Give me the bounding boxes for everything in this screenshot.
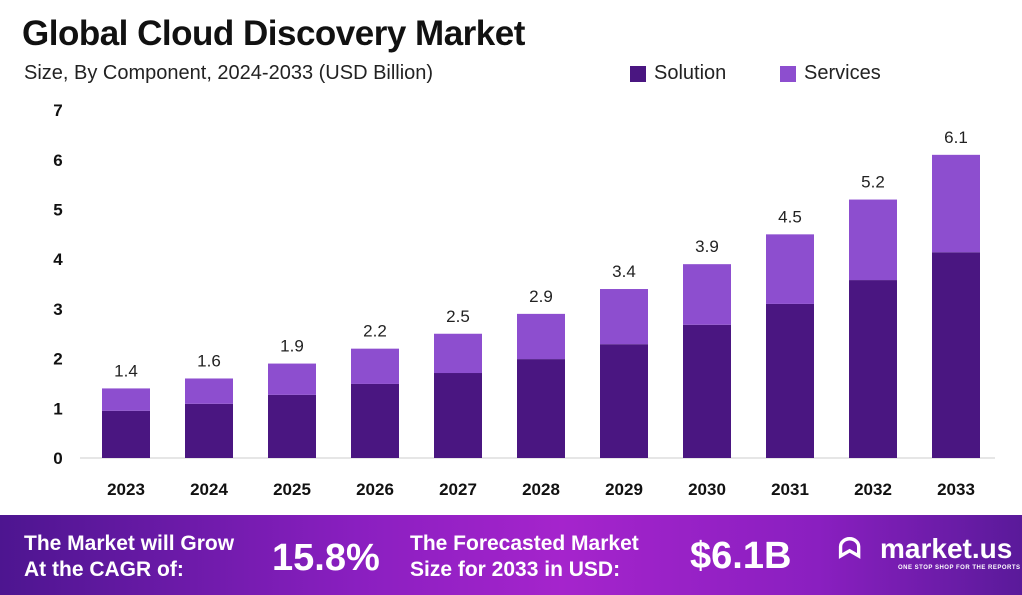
- total-label: 2.5: [446, 307, 470, 326]
- bar-services-2026: [351, 348, 399, 384]
- total-label: 4.5: [778, 207, 802, 226]
- forecast-label-1: The Forecasted Market: [410, 532, 639, 555]
- logo-tagline: ONE STOP SHOP FOR THE REPORTS: [898, 565, 1021, 571]
- total-label: 3.9: [695, 237, 719, 256]
- bar-services-2032: [849, 199, 897, 281]
- chart-title: Global Cloud Discovery Market: [22, 14, 525, 53]
- cagr-value: 15.8%: [272, 537, 380, 579]
- y-tick-label: 6: [53, 151, 62, 170]
- y-tick-label: 7: [53, 101, 62, 120]
- x-tick-label: 2029: [605, 480, 643, 499]
- y-tick-label: 5: [53, 201, 62, 220]
- bar-solution-2032: [849, 280, 897, 458]
- legend-solution: Solution: [630, 62, 726, 85]
- bar-solution-2027: [434, 373, 482, 458]
- total-label: 1.6: [197, 351, 221, 370]
- x-tick-label: 2031: [771, 480, 809, 499]
- y-tick-label: 1: [53, 399, 62, 418]
- bar-services-2028: [517, 313, 565, 360]
- x-tick-label: 2023: [107, 480, 145, 499]
- bar-services-2030: [683, 264, 731, 325]
- legend-services: Services: [780, 62, 881, 85]
- bar-services-2031: [766, 234, 814, 304]
- bar-services-2033: [932, 154, 980, 253]
- chart-subtitle: Size, By Component, 2024-2033 (USD Billi…: [24, 62, 434, 84]
- bar-solution-2033: [932, 252, 980, 458]
- chart-area: 0 1 2 3 4 5 6 7 1.4 2023 1.6 2024 1.9 2025 2.2 2026 2.5 2…: [53, 101, 995, 499]
- forecast-label-2: Size for 2033 in USD:: [410, 558, 621, 581]
- total-label: 5.2: [861, 173, 885, 192]
- x-tick-label: 2027: [439, 480, 477, 499]
- legend-label: Solution: [654, 62, 727, 84]
- bar-solution-2029: [600, 344, 648, 458]
- x-tick-label: 2025: [273, 480, 311, 499]
- y-tick-label: 0: [53, 449, 62, 468]
- logo-icon: ᗣ: [838, 533, 862, 564]
- total-label: 1.9: [280, 337, 304, 356]
- forecast-value: $6.1B: [690, 535, 792, 577]
- bar-solution-2025: [268, 394, 316, 458]
- bar-services-2025: [268, 363, 316, 395]
- y-tick-label: 4: [53, 250, 63, 269]
- bar-solution-2026: [351, 383, 399, 458]
- bar-services-2029: [600, 289, 648, 345]
- bar-solution-2023: [102, 410, 150, 458]
- x-tick-label: 2032: [854, 480, 892, 499]
- legend-label: Services: [804, 62, 881, 84]
- total-label: 1.4: [114, 361, 138, 380]
- total-label: 3.4: [612, 262, 636, 281]
- bar-solution-2031: [766, 303, 814, 458]
- x-tick-label: 2033: [937, 480, 975, 499]
- total-label: 6.1: [944, 128, 968, 147]
- cagr-label-2: At the CAGR of:: [24, 558, 184, 581]
- bar-solution-2030: [683, 324, 731, 458]
- total-label: 2.9: [529, 287, 553, 306]
- bar-services-2023: [102, 388, 150, 411]
- x-tick-label: 2028: [522, 480, 560, 499]
- logo-text: market.us: [880, 533, 1013, 564]
- bar-solution-2028: [517, 359, 565, 458]
- x-tick-label: 2024: [190, 480, 228, 499]
- x-tick-label: 2026: [356, 480, 394, 499]
- summary-banner: The Market will Grow At the CAGR of: 15.…: [0, 515, 1022, 595]
- y-tick-label: 2: [53, 350, 62, 369]
- x-tick-label: 2030: [688, 480, 726, 499]
- y-tick-label: 3: [53, 300, 62, 319]
- bar-solution-2024: [185, 403, 233, 458]
- bar-services-2024: [185, 378, 233, 404]
- cagr-label-1: The Market will Grow: [24, 532, 235, 555]
- total-label: 2.2: [363, 322, 387, 341]
- bar-services-2027: [434, 333, 482, 374]
